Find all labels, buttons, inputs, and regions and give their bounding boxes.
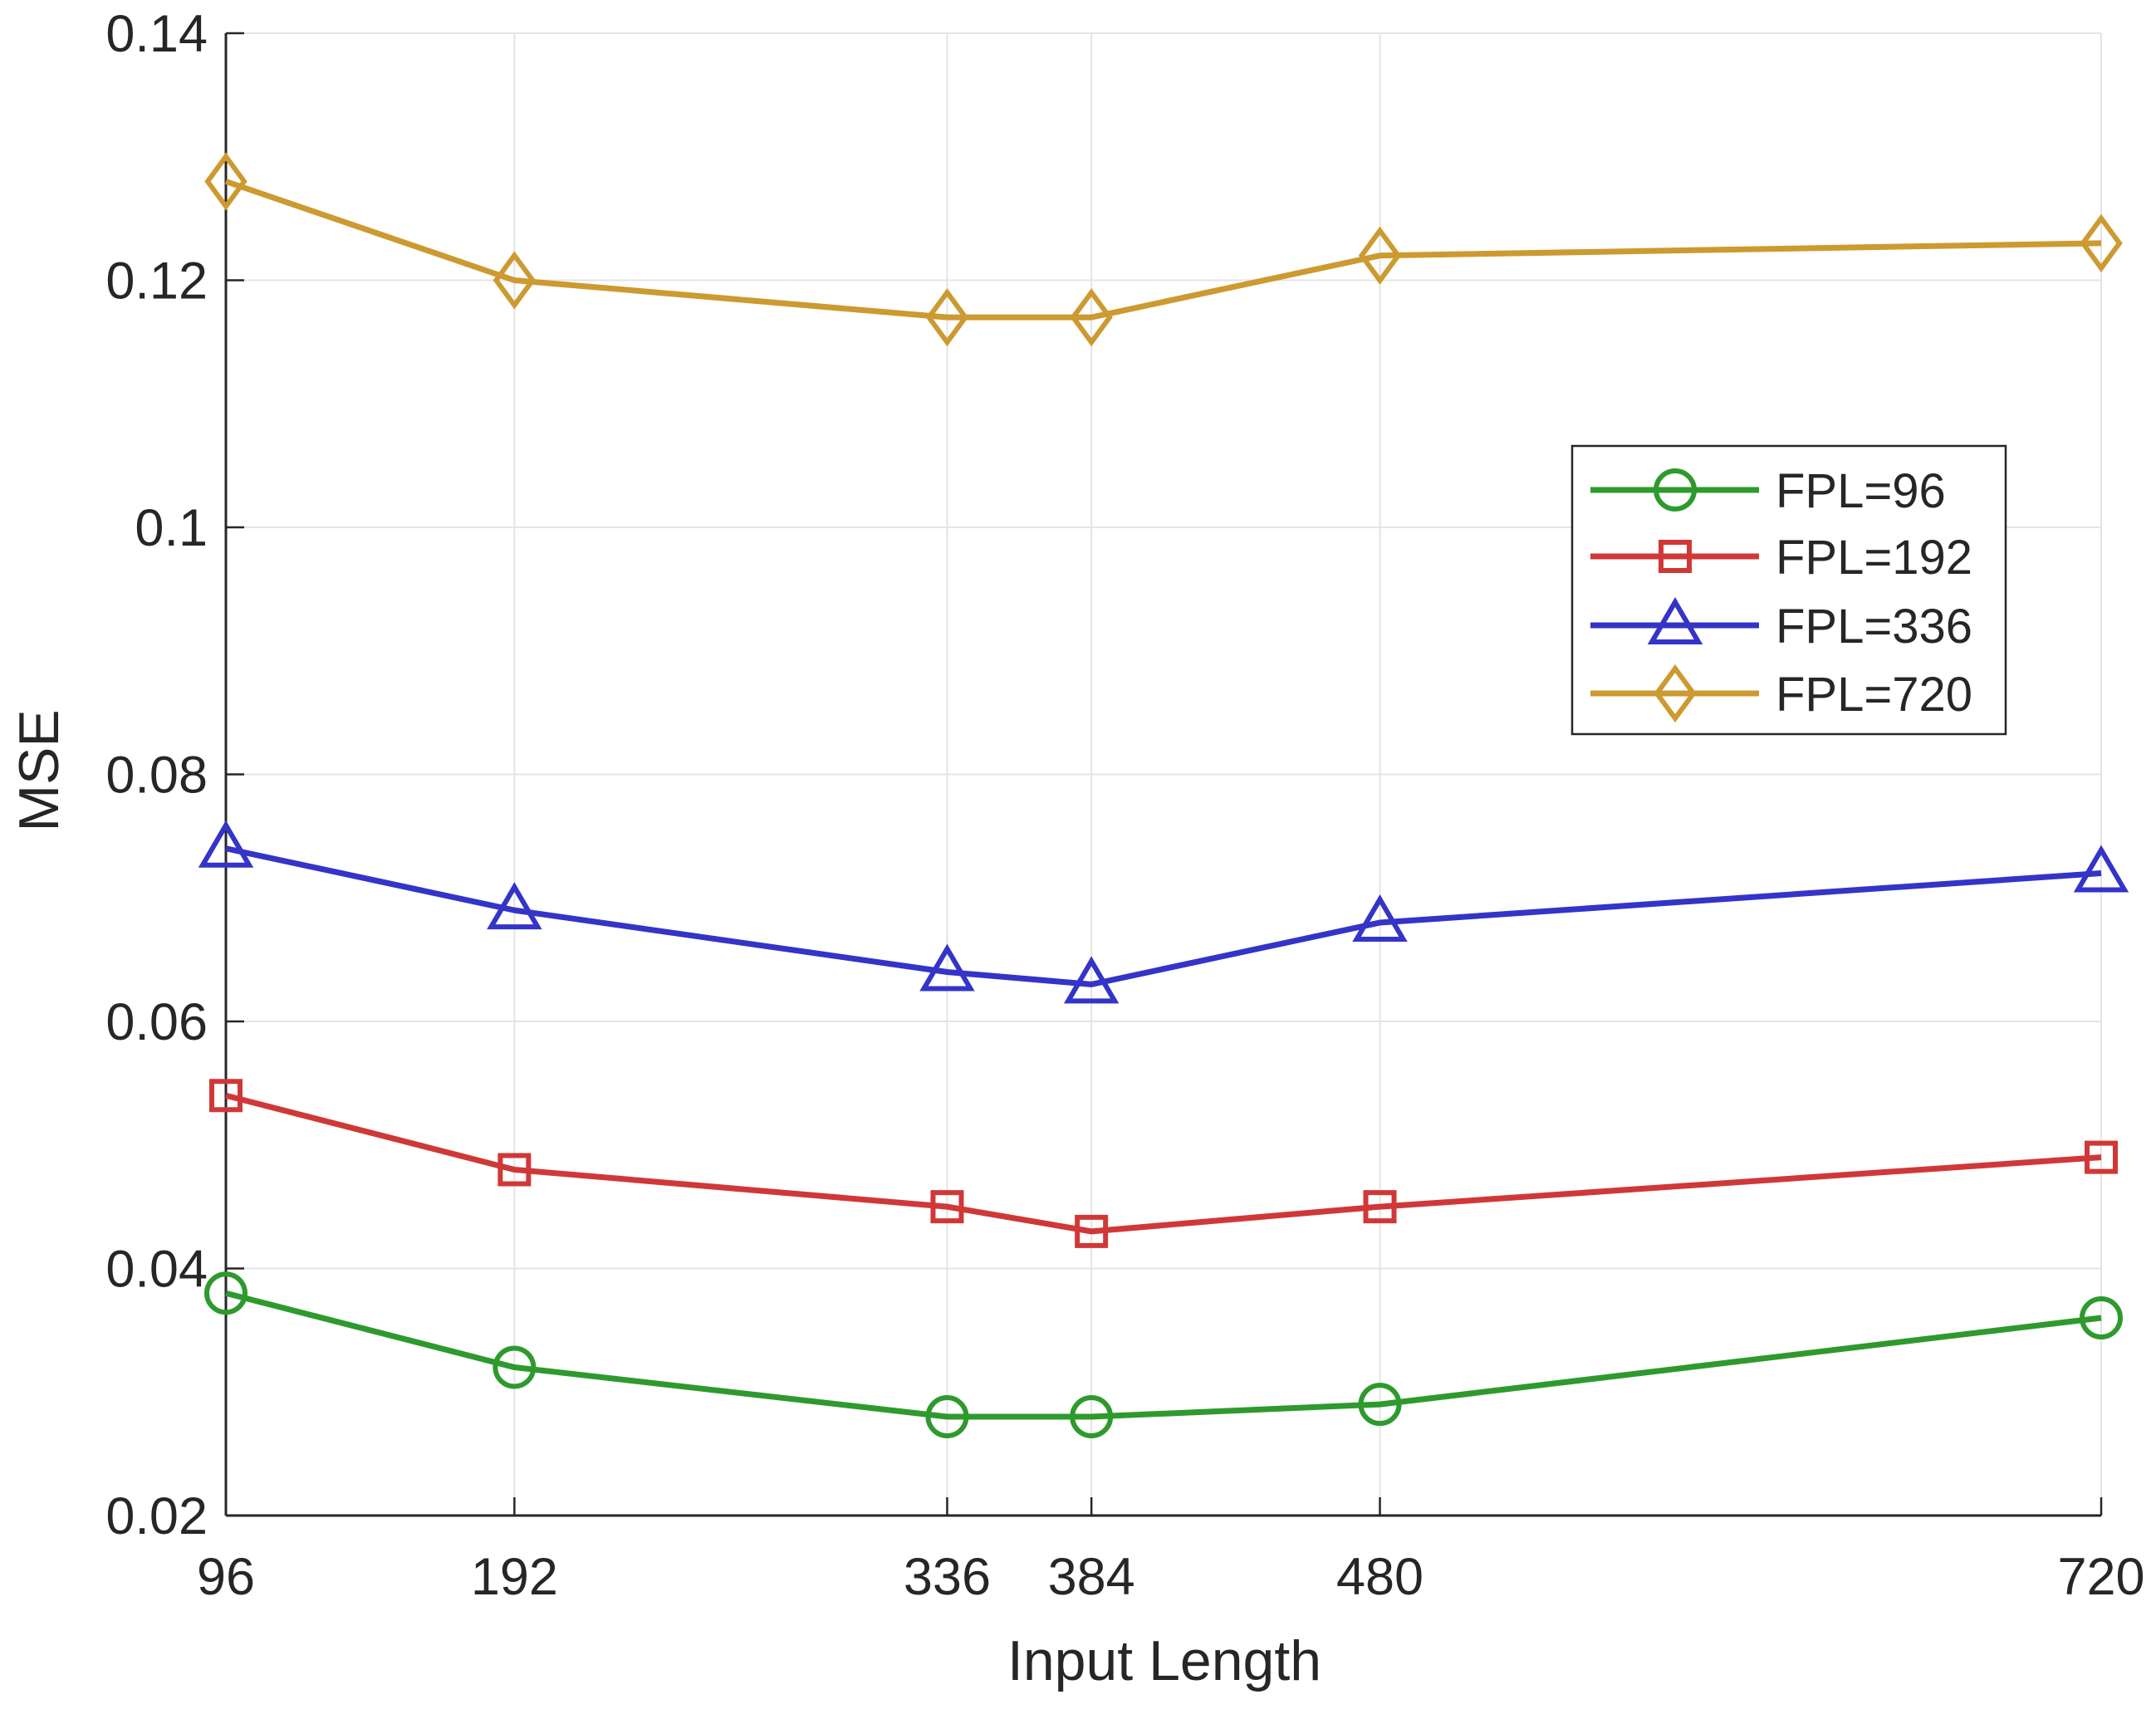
data-point (492, 251, 537, 310)
data-point (1070, 288, 1113, 347)
grid-lines (225, 32, 2102, 1516)
legend-label: FPL=336 (1776, 600, 1972, 654)
data-point (930, 1190, 964, 1224)
y-tick-label: 0.04 (105, 1241, 208, 1299)
axes (224, 32, 2103, 1517)
legend-marker-square-icon (1659, 540, 1692, 573)
x-axis-label: Input Length (1007, 1629, 1321, 1692)
data-point (2080, 213, 2123, 272)
legend-item: FPL=192 (1590, 531, 1972, 585)
data-point (1070, 1395, 1114, 1438)
series-line (225, 845, 2102, 987)
x-tick-label: 192 (471, 1548, 558, 1606)
series-line (225, 1092, 2102, 1235)
legend: FPL=96 FPL=192 FPL=336 FPL=720 (1570, 444, 2007, 736)
legend-marker-triangle-icon (1647, 597, 1703, 644)
legend-label: FPL=192 (1776, 531, 1972, 585)
data-point (492, 1345, 537, 1389)
data-point (2080, 1296, 2123, 1339)
legend-item: FPL=96 (1590, 464, 1946, 518)
legend-box (1570, 444, 2007, 736)
data-point (1358, 1383, 1402, 1427)
data-point (2085, 1140, 2118, 1174)
x-tick-label: 96 (197, 1548, 255, 1606)
y-tick-label: 0.08 (105, 747, 208, 805)
data-point (1358, 226, 1402, 285)
data-point (1063, 956, 1120, 1004)
series-fpl-192 (209, 1079, 2118, 1248)
x-tick-label: 480 (1336, 1548, 1423, 1606)
legend-marker-circle-icon (1654, 468, 1697, 512)
data-point (209, 1079, 243, 1113)
x-tick-label: 336 (904, 1548, 991, 1606)
data-point (487, 882, 542, 930)
data-point (1075, 1214, 1109, 1248)
y-tick-label: 0.06 (105, 993, 208, 1051)
tick-labels: 96 192 336 384 480 720 0.02 0.04 0.06 0.08 0.1 0.12… (105, 5, 2144, 1606)
data-point (497, 1153, 532, 1187)
legend-label: FPL=720 (1776, 668, 1972, 722)
data-point (1352, 894, 1408, 942)
x-tick-label: 384 (1048, 1548, 1135, 1606)
series-layer (198, 152, 2129, 1438)
series-fpl-720 (204, 152, 2123, 347)
series-fpl-96 (204, 1271, 2123, 1438)
data-point (925, 288, 969, 347)
data-point (2073, 845, 2129, 893)
legend-marker-diamond-icon (1654, 664, 1697, 723)
y-tick-label: 0.14 (105, 5, 208, 63)
data-point (204, 1271, 247, 1315)
data-point (1363, 1190, 1397, 1224)
data-point (919, 943, 975, 992)
series-fpl-336 (198, 820, 2129, 1004)
series-line (225, 1290, 2102, 1420)
data-point (204, 152, 247, 211)
series-line (224, 179, 2102, 321)
legend-item: FPL=720 (1590, 664, 1972, 723)
legend-label: FPL=96 (1776, 464, 1946, 518)
y-tick-label: 0.1 (135, 499, 208, 557)
y-tick-label: 0.12 (105, 252, 208, 311)
y-tick-label: 0.02 (105, 1487, 208, 1545)
x-tick-label: 720 (2057, 1548, 2144, 1606)
y-axis-label: MSE (7, 709, 71, 831)
data-point (198, 820, 254, 868)
data-point (925, 1395, 969, 1438)
legend-item: FPL=336 (1590, 597, 1972, 654)
